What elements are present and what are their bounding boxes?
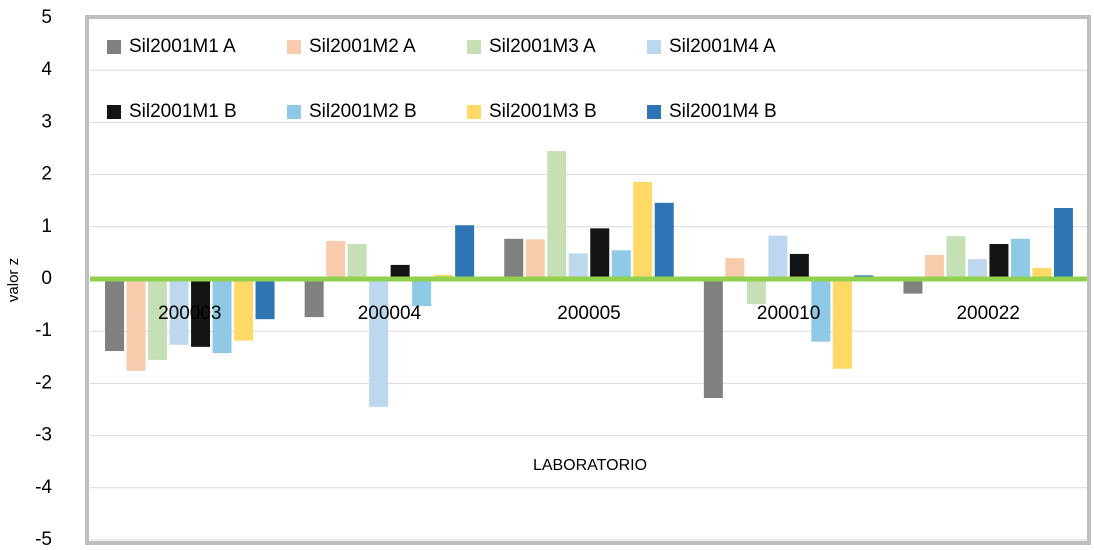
bar <box>234 279 254 341</box>
legend-swatch <box>647 40 661 54</box>
plot-frame <box>85 15 1091 545</box>
x-tick-label: 200022 <box>956 303 1019 324</box>
y-tick-label: 3 <box>41 111 52 132</box>
bar <box>633 181 653 279</box>
y-tick-label: 5 <box>41 7 52 28</box>
legend-swatch <box>647 105 661 119</box>
x-tick-label: 200004 <box>358 303 422 324</box>
bar <box>1053 208 1073 279</box>
bar <box>412 279 432 307</box>
bar <box>590 228 610 279</box>
y-tick-label: 0 <box>41 268 52 289</box>
y-axis-title: valor z <box>5 258 22 302</box>
legend-label: Sil2001M1 A <box>129 36 236 57</box>
y-tick-label: 2 <box>41 164 52 185</box>
y-tick-label: -4 <box>35 477 52 498</box>
bar <box>725 258 745 279</box>
bar <box>255 279 275 320</box>
bar <box>946 236 966 279</box>
bar <box>148 279 168 360</box>
bar <box>989 244 1009 279</box>
bar <box>304 279 324 318</box>
legend-label: Sil2001M2 B <box>309 101 417 122</box>
bar <box>768 235 788 279</box>
bar <box>832 279 852 369</box>
bar <box>455 225 475 279</box>
bar <box>746 279 766 305</box>
bar <box>369 279 389 407</box>
legend-swatch <box>467 40 481 54</box>
y-tick-label: -1 <box>35 320 52 341</box>
legend-label: Sil2001M3 A <box>489 36 596 57</box>
legend-swatch <box>467 105 481 119</box>
bar <box>654 202 674 279</box>
bar <box>326 240 346 279</box>
legend-label: Sil2001M4 A <box>669 36 776 57</box>
x-tick-label: 200010 <box>757 303 820 324</box>
legend-swatch <box>287 105 301 119</box>
legend-swatch <box>107 40 121 54</box>
bar <box>347 244 367 279</box>
bar <box>811 279 831 342</box>
legend-label: Sil2001M2 A <box>309 36 416 57</box>
legend-label: Sil2001M3 B <box>489 101 597 122</box>
x-axis-title: LABORATORIO <box>533 457 647 474</box>
legend-swatch <box>287 40 301 54</box>
x-tick-label: 200003 <box>158 303 221 324</box>
bar <box>504 238 524 279</box>
legend-label: Sil2001M1 B <box>129 101 237 122</box>
bar <box>169 279 189 345</box>
bar <box>105 279 125 352</box>
y-tick-label: -5 <box>35 529 52 550</box>
y-tick-label: -3 <box>35 425 52 446</box>
y-tick-label: 1 <box>41 216 52 237</box>
bar <box>1010 238 1030 279</box>
bar <box>1032 268 1052 279</box>
bar <box>126 279 146 371</box>
legend-label: Sil2001M4 B <box>669 101 777 122</box>
bar <box>903 279 923 294</box>
bar <box>568 253 588 279</box>
bar <box>967 259 987 279</box>
bar <box>525 239 545 279</box>
y-tick-label: -2 <box>35 372 52 393</box>
bar <box>703 279 723 399</box>
bar <box>390 264 410 279</box>
x-tick-label: 200005 <box>557 303 620 324</box>
bar <box>547 151 567 279</box>
bar <box>611 250 631 279</box>
bar <box>789 253 809 279</box>
bar <box>191 279 211 347</box>
legend-swatch <box>107 105 121 119</box>
y-tick-label: 4 <box>41 59 52 80</box>
bar <box>924 254 944 279</box>
bar <box>212 279 232 354</box>
